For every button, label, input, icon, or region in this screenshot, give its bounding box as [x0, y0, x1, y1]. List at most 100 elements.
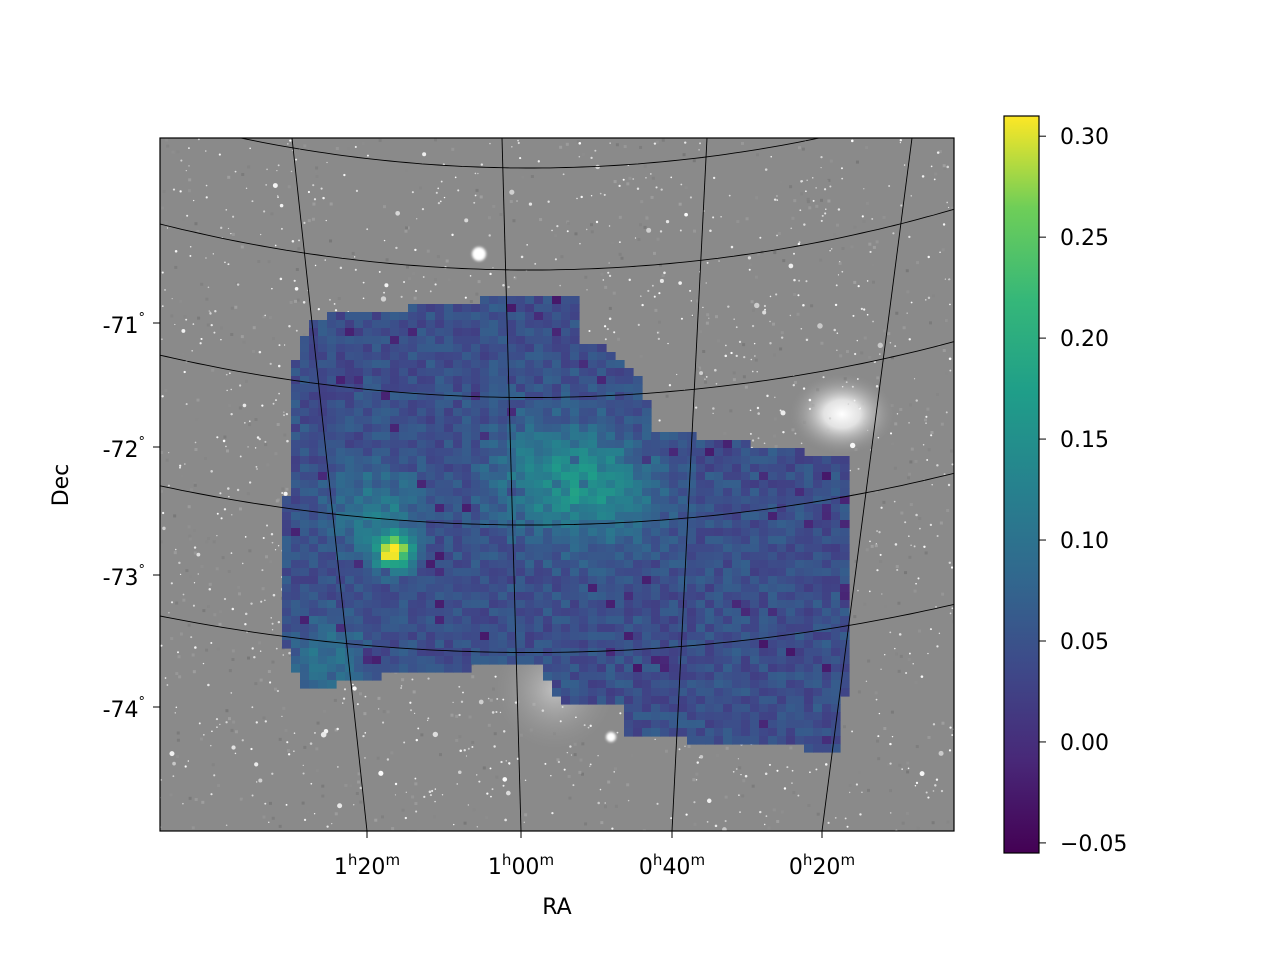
- heatmap-cell: [525, 328, 535, 337]
- heatmap-cell: [498, 456, 508, 465]
- heatmap-cell: [723, 568, 733, 577]
- heatmap-cell: [606, 616, 616, 625]
- heatmap-cell: [417, 480, 427, 489]
- heatmap-cell: [570, 352, 580, 361]
- star: [856, 339, 858, 342]
- heatmap-cell: [444, 536, 454, 545]
- heatmap-cell: [624, 552, 634, 561]
- heatmap-cell: [426, 360, 436, 369]
- star: [889, 742, 892, 746]
- star: [944, 278, 946, 280]
- heatmap-cell: [633, 704, 643, 713]
- star: [947, 483, 951, 487]
- heatmap-cell: [768, 688, 778, 697]
- sky-noise: [385, 258, 389, 262]
- heatmap-cell: [354, 456, 364, 465]
- heatmap-cell: [768, 728, 778, 737]
- sky-noise: [895, 565, 899, 569]
- sky-noise: [584, 275, 588, 279]
- heatmap-cell: [534, 496, 544, 505]
- sky-noise: [835, 235, 839, 239]
- sky-noise: [475, 193, 479, 197]
- star: [271, 287, 273, 290]
- star: [189, 254, 192, 257]
- heatmap-cell: [318, 640, 328, 649]
- heatmap-cell: [822, 472, 832, 481]
- heatmap-cell: [507, 656, 517, 665]
- star: [888, 185, 891, 187]
- heatmap-cell: [507, 448, 517, 457]
- heatmap-cell: [543, 400, 553, 409]
- heatmap-cell: [390, 344, 400, 353]
- heatmap-cell: [678, 648, 688, 657]
- star: [875, 543, 877, 545]
- heatmap-cell: [426, 528, 436, 537]
- heatmap-cell: [291, 360, 301, 369]
- heatmap-cell: [570, 512, 580, 521]
- heatmap-cell: [507, 456, 517, 465]
- heatmap-cell: [408, 576, 418, 585]
- star: [526, 244, 528, 246]
- heatmap-cell: [489, 560, 499, 569]
- heatmap-cell: [327, 440, 337, 449]
- heatmap-cell: [498, 656, 508, 665]
- sky-noise: [315, 166, 319, 170]
- heatmap-cell: [840, 600, 850, 609]
- sky-noise: [926, 407, 930, 411]
- heatmap-cell: [624, 400, 634, 409]
- heatmap-cell: [534, 528, 544, 537]
- heatmap-cell: [525, 608, 535, 617]
- star: [684, 141, 687, 144]
- heatmap-cell: [327, 528, 337, 537]
- heatmap-cell: [795, 720, 805, 729]
- sky-noise: [359, 800, 363, 804]
- heatmap-cell: [516, 440, 526, 449]
- sky-noise: [913, 589, 917, 593]
- heatmap-cell: [471, 376, 481, 385]
- heatmap-cell: [453, 648, 463, 657]
- heatmap-cell: [570, 416, 580, 425]
- heatmap-cell: [318, 512, 328, 521]
- sky-noise: [600, 272, 604, 276]
- sky-noise: [201, 800, 205, 804]
- heatmap-cell: [543, 512, 553, 521]
- heatmap-cell: [597, 416, 607, 425]
- star: [272, 402, 275, 405]
- star: [160, 779, 162, 781]
- heatmap-cell: [660, 664, 670, 673]
- heatmap-cell: [363, 520, 373, 529]
- heatmap-cell: [777, 448, 787, 457]
- heatmap-cell: [480, 640, 490, 649]
- heatmap-cell: [552, 424, 562, 433]
- heatmap-cell: [372, 432, 382, 441]
- star: [212, 253, 214, 255]
- sky-noise: [165, 458, 169, 462]
- sky-noise: [176, 755, 180, 759]
- sky-noise: [938, 150, 942, 154]
- heatmap-cell: [372, 352, 382, 361]
- star: [383, 291, 385, 294]
- heatmap-cell: [426, 496, 436, 505]
- heatmap-cell: [543, 440, 553, 449]
- star: [678, 281, 682, 285]
- sky-noise: [755, 196, 759, 200]
- sky-noise: [311, 217, 315, 221]
- heatmap-cell: [786, 504, 796, 513]
- heatmap-cell: [642, 480, 652, 489]
- heatmap-cell: [390, 328, 400, 337]
- sky-noise: [682, 153, 686, 157]
- heatmap-cell: [714, 472, 724, 481]
- heatmap-cell: [417, 648, 427, 657]
- heatmap-cell: [489, 640, 499, 649]
- heatmap-cell: [732, 552, 742, 561]
- star: [182, 802, 184, 805]
- heatmap-cell: [426, 408, 436, 417]
- sky-noise: [321, 784, 325, 788]
- star: [834, 816, 837, 819]
- heatmap-cell: [408, 472, 418, 481]
- star: [254, 447, 257, 449]
- heatmap-cell: [318, 528, 328, 537]
- star: [908, 338, 911, 341]
- heatmap-cell: [336, 512, 346, 521]
- sky-noise: [902, 326, 906, 330]
